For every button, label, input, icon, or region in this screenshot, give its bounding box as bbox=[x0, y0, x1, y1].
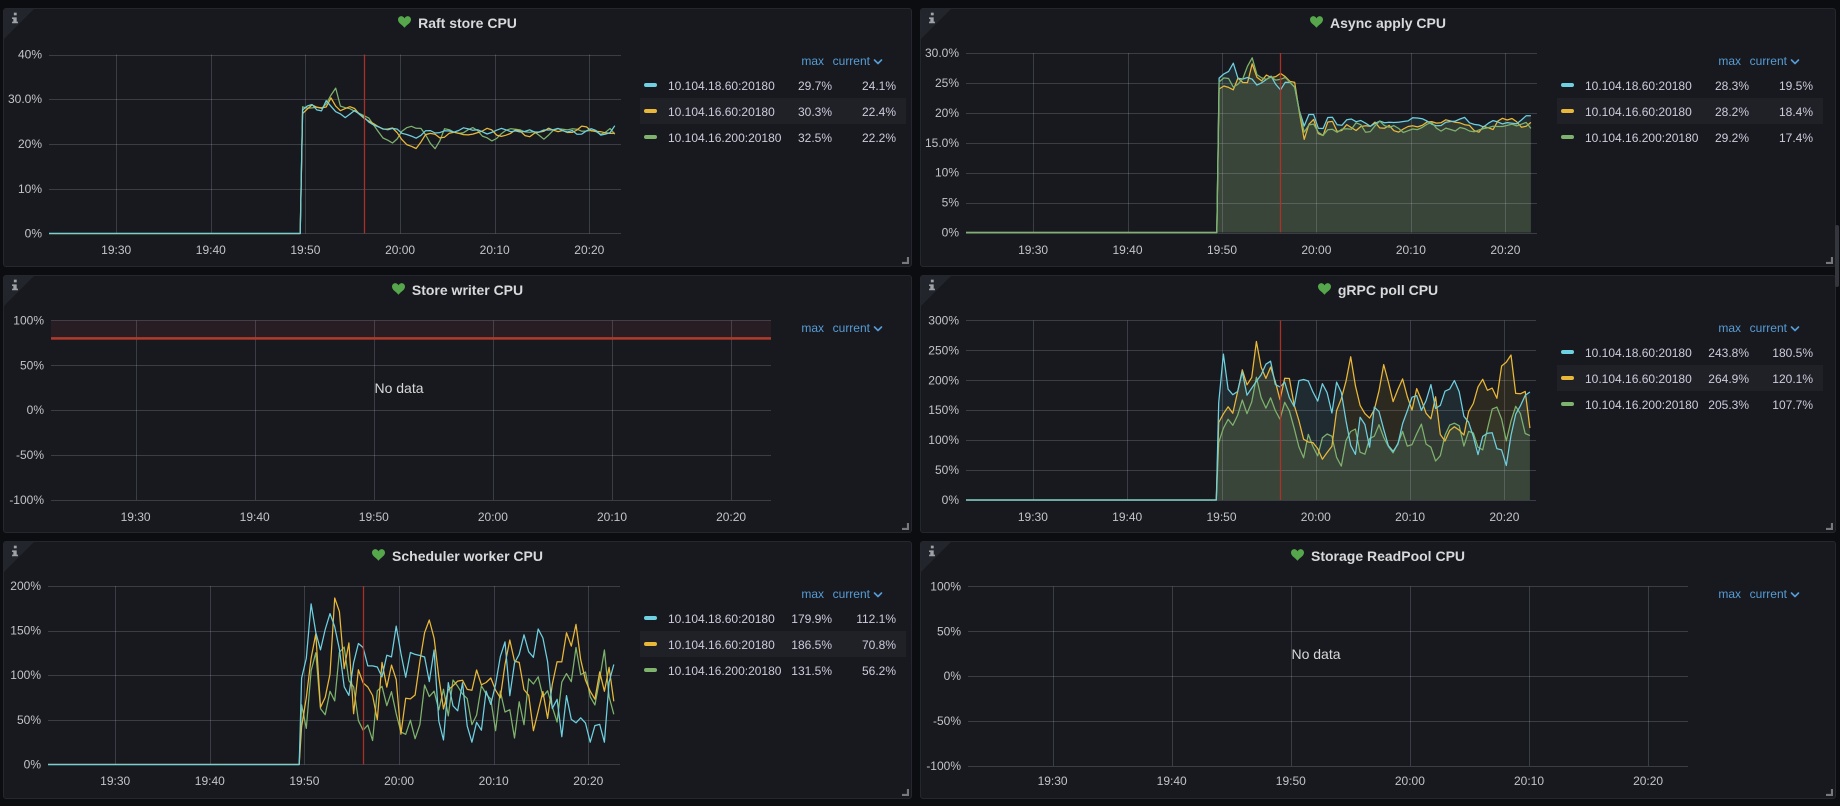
svg-text:19:30: 19:30 bbox=[100, 774, 130, 788]
svg-text:20:20: 20:20 bbox=[1490, 243, 1520, 257]
svg-text:19:50: 19:50 bbox=[289, 774, 319, 788]
svg-text:20:00: 20:00 bbox=[1395, 774, 1425, 788]
svg-text:20:00: 20:00 bbox=[384, 774, 414, 788]
svg-text:20:00: 20:00 bbox=[1301, 510, 1331, 524]
svg-text:19:50: 19:50 bbox=[1276, 774, 1306, 788]
svg-text:0%: 0% bbox=[24, 758, 42, 772]
svg-text:19:30: 19:30 bbox=[121, 510, 151, 524]
svg-text:20:10: 20:10 bbox=[1514, 774, 1544, 788]
svg-text:19:40: 19:40 bbox=[240, 510, 270, 524]
svg-text:50%: 50% bbox=[935, 463, 959, 477]
svg-text:19:40: 19:40 bbox=[1112, 243, 1142, 257]
svg-text:10%: 10% bbox=[18, 182, 42, 196]
svg-text:20:20: 20:20 bbox=[1633, 774, 1663, 788]
svg-text:0%: 0% bbox=[27, 403, 45, 417]
svg-text:19:50: 19:50 bbox=[290, 243, 320, 257]
svg-text:30.0%: 30.0% bbox=[8, 92, 42, 106]
svg-text:19:40: 19:40 bbox=[195, 774, 225, 788]
svg-text:19:50: 19:50 bbox=[1206, 510, 1236, 524]
svg-text:40%: 40% bbox=[18, 48, 42, 62]
svg-text:5%: 5% bbox=[942, 196, 960, 210]
svg-text:250%: 250% bbox=[928, 343, 959, 357]
svg-text:30.0%: 30.0% bbox=[925, 46, 959, 60]
svg-text:-50%: -50% bbox=[933, 714, 961, 728]
svg-text:100%: 100% bbox=[13, 314, 44, 328]
svg-text:19:30: 19:30 bbox=[1018, 510, 1048, 524]
svg-text:300%: 300% bbox=[928, 314, 959, 328]
svg-text:20:10: 20:10 bbox=[597, 510, 627, 524]
svg-text:No data: No data bbox=[1291, 646, 1340, 662]
svg-text:15.0%: 15.0% bbox=[925, 136, 959, 150]
svg-text:20%: 20% bbox=[935, 106, 959, 120]
svg-text:50%: 50% bbox=[20, 358, 44, 372]
svg-text:50%: 50% bbox=[937, 624, 961, 638]
svg-text:-100%: -100% bbox=[926, 759, 961, 773]
svg-text:No data: No data bbox=[374, 380, 423, 396]
svg-text:19:30: 19:30 bbox=[1038, 774, 1068, 788]
svg-text:20:10: 20:10 bbox=[1395, 510, 1425, 524]
svg-text:19:30: 19:30 bbox=[101, 243, 131, 257]
svg-text:50%: 50% bbox=[17, 713, 41, 727]
svg-text:20:10: 20:10 bbox=[480, 243, 510, 257]
svg-text:100%: 100% bbox=[928, 433, 959, 447]
svg-text:19:50: 19:50 bbox=[1207, 243, 1237, 257]
svg-text:20:20: 20:20 bbox=[574, 243, 604, 257]
svg-text:10%: 10% bbox=[935, 166, 959, 180]
svg-text:200%: 200% bbox=[928, 373, 959, 387]
svg-text:150%: 150% bbox=[10, 624, 41, 638]
svg-text:20:20: 20:20 bbox=[573, 774, 603, 788]
svg-text:19:40: 19:40 bbox=[1157, 774, 1187, 788]
svg-text:20:00: 20:00 bbox=[1301, 243, 1331, 257]
svg-text:20:20: 20:20 bbox=[1489, 510, 1519, 524]
svg-text:0%: 0% bbox=[25, 227, 43, 241]
svg-text:19:40: 19:40 bbox=[1112, 510, 1142, 524]
svg-text:19:30: 19:30 bbox=[1018, 243, 1048, 257]
svg-text:-50%: -50% bbox=[16, 448, 44, 462]
svg-text:25%: 25% bbox=[935, 76, 959, 90]
svg-text:0%: 0% bbox=[942, 226, 960, 240]
svg-text:0%: 0% bbox=[944, 669, 962, 683]
svg-text:0%: 0% bbox=[942, 493, 960, 507]
svg-text:-100%: -100% bbox=[9, 493, 44, 507]
svg-text:19:40: 19:40 bbox=[196, 243, 226, 257]
svg-text:20:00: 20:00 bbox=[478, 510, 508, 524]
svg-text:19:50: 19:50 bbox=[359, 510, 389, 524]
svg-text:200%: 200% bbox=[10, 579, 41, 593]
svg-text:20:00: 20:00 bbox=[385, 243, 415, 257]
svg-text:20:20: 20:20 bbox=[716, 510, 746, 524]
svg-text:150%: 150% bbox=[928, 403, 959, 417]
svg-text:20%: 20% bbox=[18, 137, 42, 151]
svg-text:20:10: 20:10 bbox=[1396, 243, 1426, 257]
svg-text:100%: 100% bbox=[10, 668, 41, 682]
svg-text:20:10: 20:10 bbox=[479, 774, 509, 788]
svg-text:100%: 100% bbox=[930, 580, 961, 594]
